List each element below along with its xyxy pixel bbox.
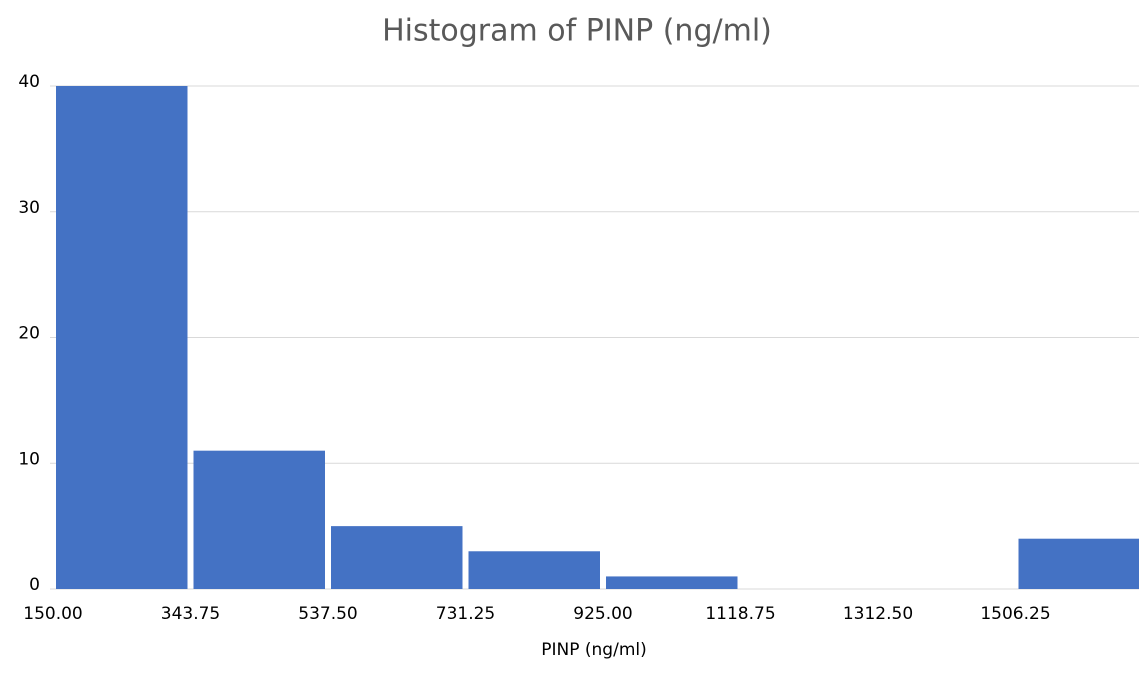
bar (193, 450, 325, 589)
y-tick-label: 30 (18, 198, 40, 218)
x-tick-label: 925.00 (573, 604, 632, 624)
x-tick-label: 1506.25 (980, 604, 1050, 624)
x-tick-label: 343.75 (161, 604, 220, 624)
bar (606, 576, 738, 589)
y-tick-label: 40 (18, 72, 40, 92)
x-tick-label: 150.00 (23, 604, 82, 624)
x-tick-label: 1312.50 (843, 604, 913, 624)
x-tick-label: 537.50 (298, 604, 357, 624)
y-tick-label: 10 (18, 449, 40, 469)
x-axis-title: PINP (ng/ml) (541, 640, 646, 660)
bar (331, 526, 463, 589)
y-tick-label: 20 (18, 324, 40, 344)
chart-title: Histogram of PINP (ng/ml) (382, 14, 772, 49)
y-tick-label: 0 (29, 575, 40, 595)
bar (1018, 538, 1139, 589)
x-tick-label: 731.25 (436, 604, 495, 624)
bar (468, 551, 600, 589)
bar (56, 86, 188, 589)
x-tick-label: 1118.75 (705, 604, 775, 624)
